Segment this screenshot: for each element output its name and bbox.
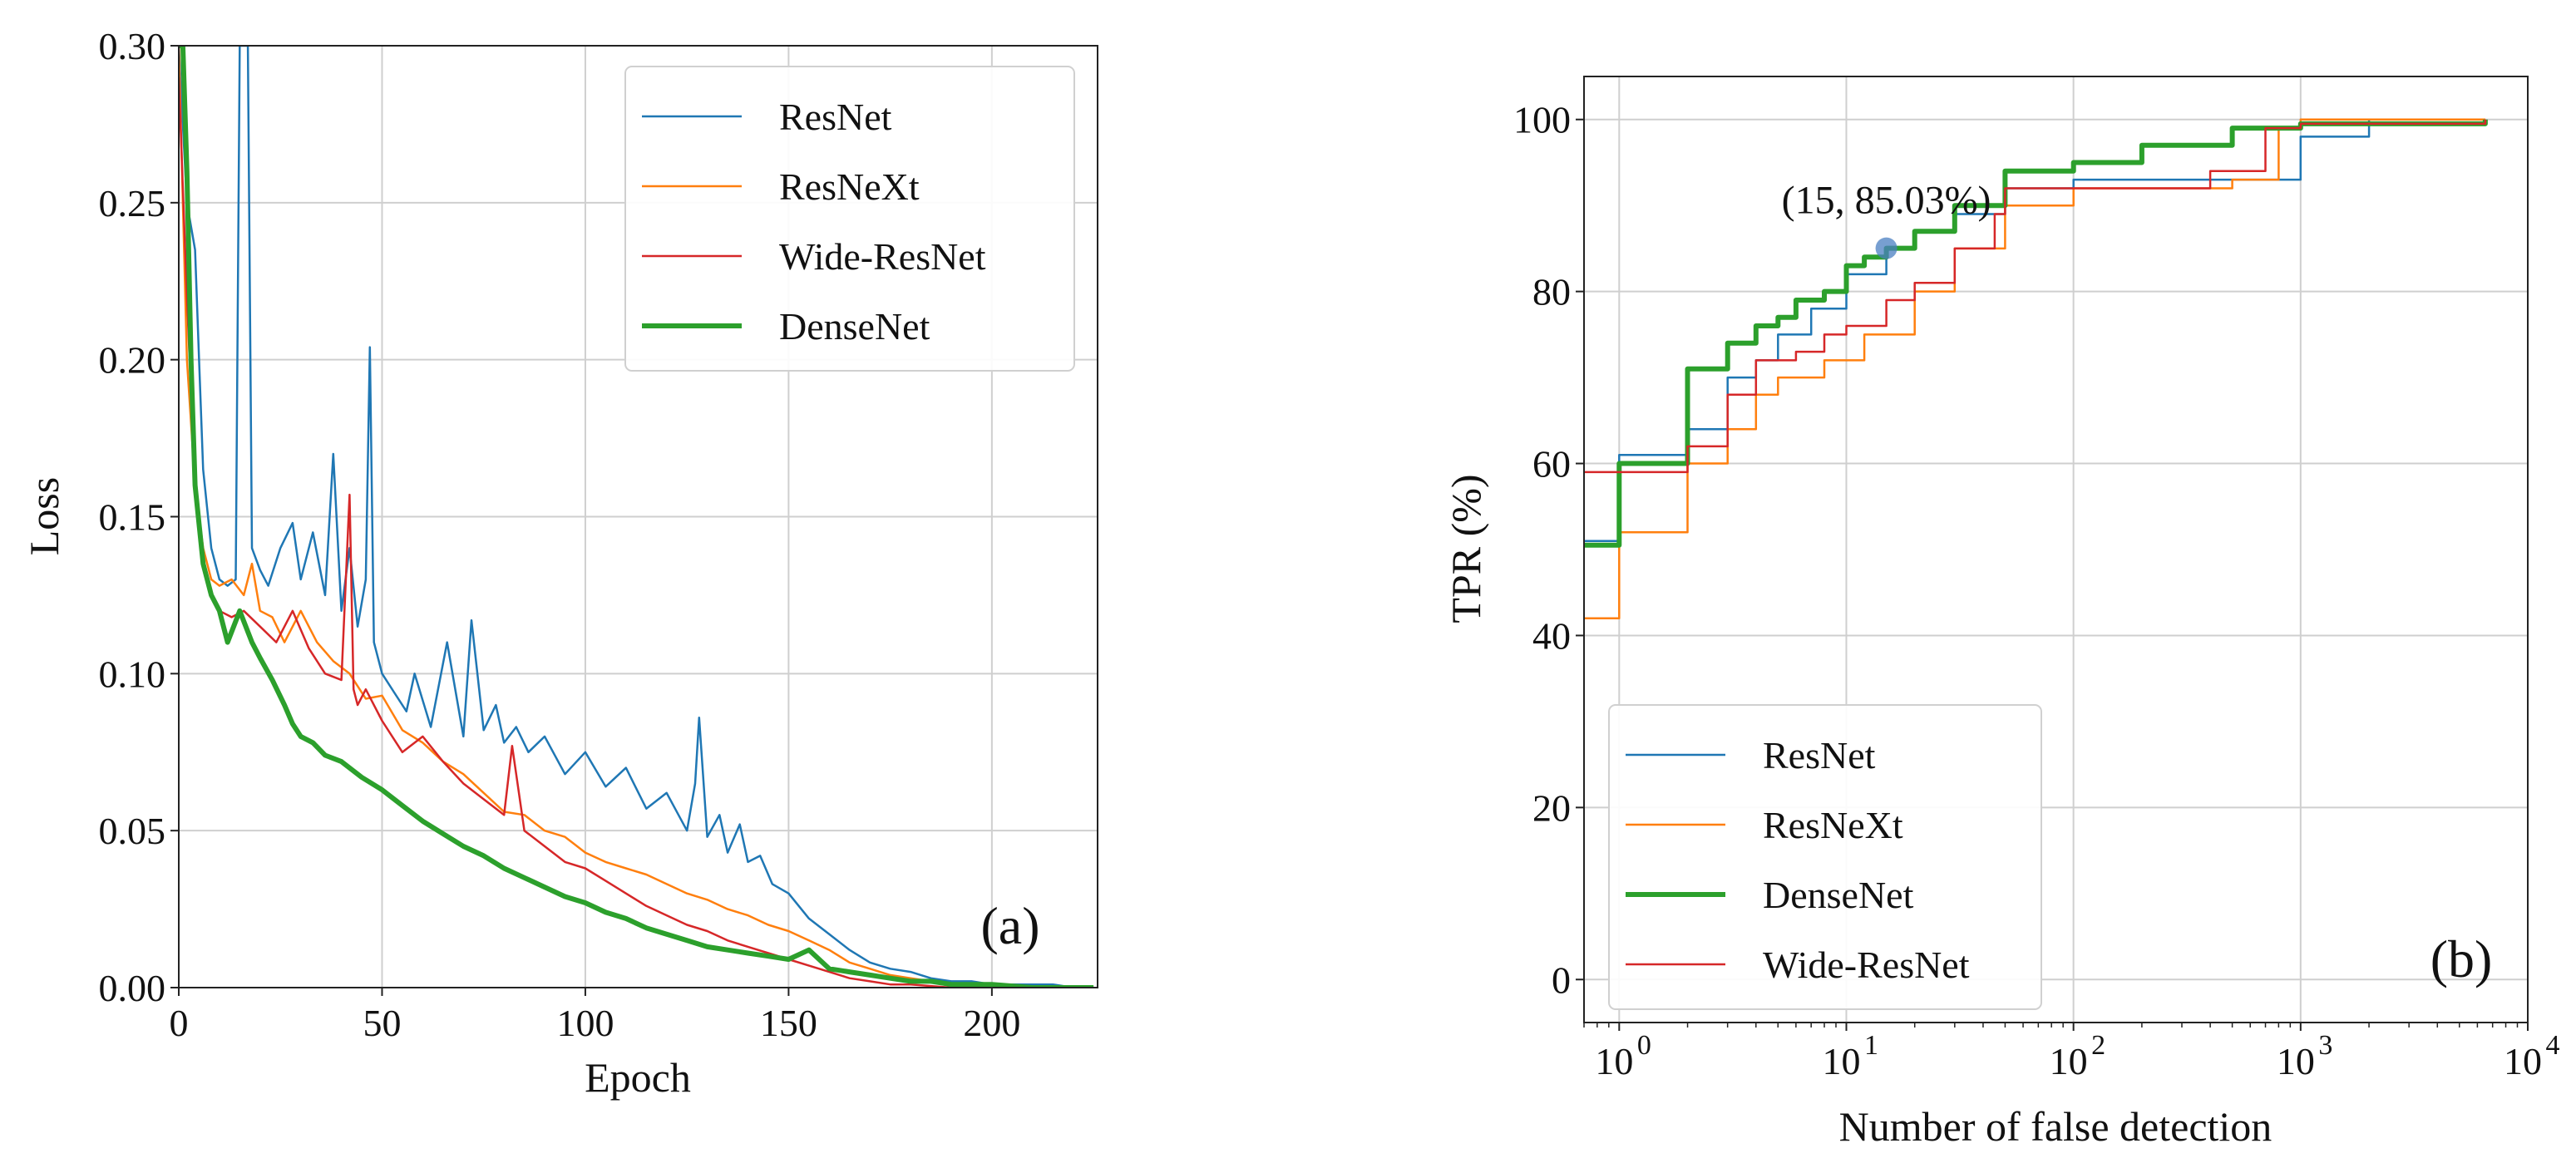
legend: ResNet ResNeXt Wide-ResNet DenseNet bbox=[624, 66, 1075, 372]
x-tick-exponent: 3 bbox=[2318, 1030, 2332, 1061]
x-tick-label: 10 bbox=[2050, 1040, 2088, 1082]
series-line-resnet bbox=[1584, 118, 2485, 542]
legend-label: ResNet bbox=[1763, 734, 1876, 776]
y-axis-label: Loss bbox=[21, 477, 67, 555]
legend-box bbox=[624, 66, 1075, 372]
legend-label: Wide-ResNet bbox=[779, 235, 986, 278]
series-line-wide-resnet bbox=[179, 76, 1094, 988]
y-tick-label: 0.30 bbox=[99, 25, 166, 67]
panel-label: (a) bbox=[980, 896, 1039, 955]
x-axis-label: Epoch bbox=[585, 1054, 691, 1101]
panel-label: (b) bbox=[2430, 929, 2493, 988]
annotation: (15, 85.03%) bbox=[1782, 179, 1991, 259]
y-tick-label: 40 bbox=[1532, 614, 1571, 657]
x-tick-label: 200 bbox=[963, 1002, 1020, 1044]
x-tick-exponent: 2 bbox=[2091, 1030, 2105, 1061]
x-tick-label: 10 bbox=[1595, 1040, 1633, 1082]
y-tick-label: 0.00 bbox=[99, 967, 166, 1009]
x-tick-exponent: 0 bbox=[1637, 1030, 1651, 1061]
tick-labels: 0 50 100 150 200 0.00 0.05 0.10 0.15 0.20 0.25 0.30 bbox=[99, 25, 1021, 1044]
annotation-label: (15, 85.03%) bbox=[1782, 179, 1991, 223]
legend-label: DenseNet bbox=[779, 305, 930, 347]
legend: ResNet ResNeXt DenseNet Wide-ResNet bbox=[1608, 704, 2042, 1010]
legend-label: Wide-ResNet bbox=[1763, 944, 1970, 986]
x-tick-exponent: 4 bbox=[2546, 1030, 2560, 1061]
y-tick-label: 0.10 bbox=[99, 653, 166, 695]
x-tick-label: 10 bbox=[2277, 1040, 2315, 1082]
series-line-resnext bbox=[179, 46, 1094, 988]
series-line-wide-resnet bbox=[1584, 119, 2487, 474]
series-line-resnet bbox=[179, 46, 1094, 988]
y-tick-label: 0.15 bbox=[99, 496, 166, 539]
plot-area bbox=[1584, 118, 2488, 620]
y-tick-label: 20 bbox=[1532, 786, 1571, 829]
x-tick-label: 100 bbox=[556, 1002, 614, 1044]
y-tick-label: 60 bbox=[1532, 443, 1571, 485]
y-axis-label: TPR (%) bbox=[1443, 474, 1489, 623]
annotation-marker bbox=[1875, 237, 1897, 259]
legend-label: ResNet bbox=[779, 96, 892, 138]
x-tick-label: 50 bbox=[363, 1002, 401, 1044]
series-line-resnext bbox=[1584, 118, 2485, 620]
series-line-densenet bbox=[179, 46, 1094, 988]
series-line-densenet bbox=[1584, 119, 2488, 548]
y-tick-label: 80 bbox=[1532, 271, 1571, 313]
x-tick-label: 10 bbox=[1822, 1040, 1860, 1082]
legend-label: DenseNet bbox=[1763, 874, 1914, 916]
legend-label: ResNeXt bbox=[779, 165, 920, 208]
y-tick-label: 0 bbox=[1552, 959, 1571, 1001]
x-tick-label: 0 bbox=[170, 1002, 189, 1044]
y-tick-label: 0.20 bbox=[99, 339, 166, 382]
x-tick-label: 10 bbox=[2504, 1040, 2542, 1082]
loss-chart: 0 50 100 150 200 0.00 0.05 0.10 0.15 0.20 0.25 0.30… bbox=[21, 25, 1098, 1101]
x-axis-label: Number of false detection bbox=[1839, 1103, 2273, 1150]
axes-frame bbox=[1583, 76, 2529, 1023]
y-tick-label: 100 bbox=[1513, 99, 1571, 141]
legend-box bbox=[1608, 704, 2042, 1010]
series-lines bbox=[179, 46, 1094, 988]
plot-area bbox=[179, 46, 1094, 988]
y-tick-label: 0.05 bbox=[99, 810, 166, 852]
legend-label: ResNeXt bbox=[1763, 804, 1903, 846]
x-tick-label: 150 bbox=[760, 1002, 817, 1044]
x-tick-exponent: 1 bbox=[1864, 1030, 1878, 1061]
y-tick-label: 0.25 bbox=[99, 182, 166, 224]
series-lines bbox=[1584, 118, 2488, 620]
